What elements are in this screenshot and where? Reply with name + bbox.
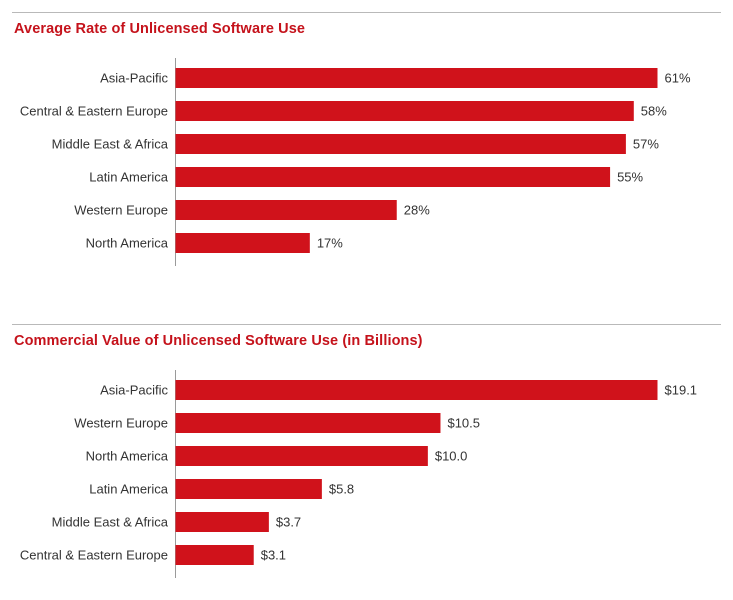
bar-chart-commercial-value: Asia-Pacific $19.1 Western Europe $10.5 Nort… [20, 370, 698, 578]
category-label: Western Europe [74, 203, 168, 218]
category-label: Latin America [89, 482, 169, 497]
category-label: Central & Eastern Europe [20, 548, 168, 563]
middle-divider [12, 324, 721, 325]
value-label: 28% [404, 203, 430, 218]
bar [175, 446, 428, 466]
category-label: North America [86, 236, 169, 251]
value-label: $19.1 [665, 383, 698, 398]
value-label: 55% [617, 170, 643, 185]
bar [175, 479, 322, 499]
category-label: Middle East & Africa [52, 137, 169, 152]
bar [175, 200, 397, 220]
bar [175, 101, 634, 121]
bar [175, 134, 626, 154]
bar [175, 380, 658, 400]
bar-chart-unlicensed-rate: Asia-Pacific 61% Central & Eastern Europe 5… [20, 58, 691, 266]
value-label: $5.8 [329, 482, 354, 497]
bar [175, 233, 310, 253]
category-label: North America [86, 449, 169, 464]
bar [175, 413, 441, 433]
category-label: Middle East & Africa [52, 515, 169, 530]
value-label: $10.5 [447, 416, 480, 431]
bar [175, 545, 254, 565]
bar [175, 512, 269, 532]
value-label: $3.1 [261, 548, 286, 563]
bar [175, 167, 611, 187]
category-label: Asia-Pacific [100, 383, 168, 398]
chart-title: Commercial Value of Unlicensed Software … [14, 333, 423, 349]
value-label: 58% [641, 104, 667, 119]
value-label: $3.7 [276, 515, 301, 530]
value-label: 57% [633, 137, 659, 152]
value-label: 17% [317, 236, 343, 251]
chart-title: Average Rate of Unlicensed Software Use [14, 21, 306, 37]
category-label: Asia-Pacific [100, 71, 168, 86]
bar [175, 68, 658, 88]
top-divider [12, 12, 721, 13]
category-label: Central & Eastern Europe [20, 104, 168, 119]
category-label: Western Europe [74, 416, 168, 431]
category-label: Latin America [89, 170, 169, 185]
value-label: 61% [665, 71, 691, 86]
value-label: $10.0 [435, 449, 468, 464]
